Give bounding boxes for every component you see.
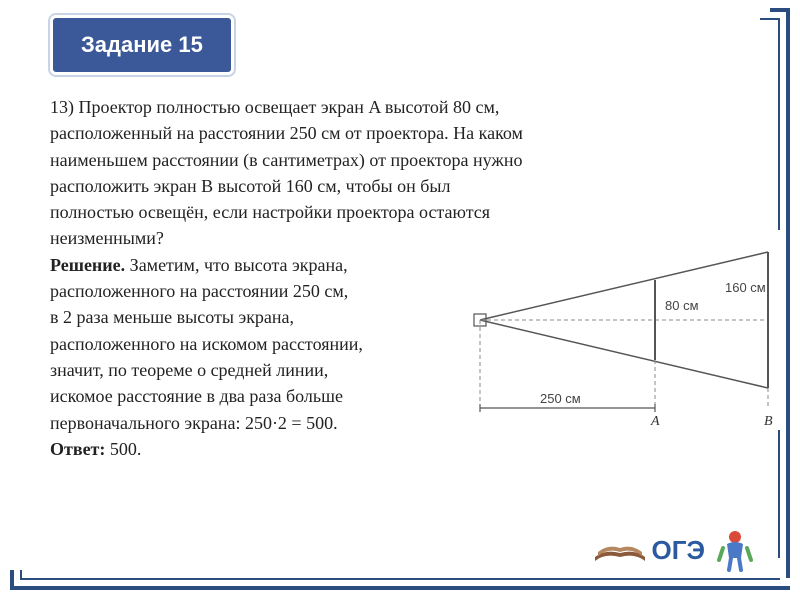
solution-text: Заметим, что высота экрана,: [125, 255, 347, 275]
problem-line: расположенный на расстоянии 250 см от пр…: [50, 121, 760, 145]
diagram-svg: 80 см 160 см 250 см A B: [470, 230, 780, 430]
label-b: B: [764, 414, 773, 429]
task-badge-label: Задание 15: [81, 32, 203, 57]
answer-value: 500.: [105, 439, 141, 459]
book-shape-1: [595, 552, 645, 561]
label-80: 80 см: [665, 298, 699, 313]
logo-area: ОГЭ: [652, 528, 755, 572]
answer-line: Ответ: 500.: [50, 437, 760, 461]
logo-text: ОГЭ: [652, 535, 705, 566]
logo-figure-icon: [715, 528, 755, 572]
solution-label: Решение.: [50, 255, 125, 275]
books-icon: [590, 527, 650, 572]
label-250: 250 см: [540, 391, 581, 406]
cone-bottom: [480, 320, 768, 388]
projector-diagram: 80 см 160 см 250 см A B: [470, 230, 780, 430]
answer-label: Ответ:: [50, 439, 105, 459]
problem-line: 13) Проектор полностью освещает экран A …: [50, 95, 760, 119]
label-160: 160 см: [725, 280, 766, 295]
problem-line: полностью освещён, если настройки проект…: [50, 200, 760, 224]
task-badge: Задание 15: [50, 15, 234, 75]
problem-line: наименьшем расстоянии (в сантиметрах) от…: [50, 148, 760, 172]
label-a: A: [650, 414, 660, 429]
problem-line: расположить экран B высотой 160 см, чтоб…: [50, 174, 760, 198]
